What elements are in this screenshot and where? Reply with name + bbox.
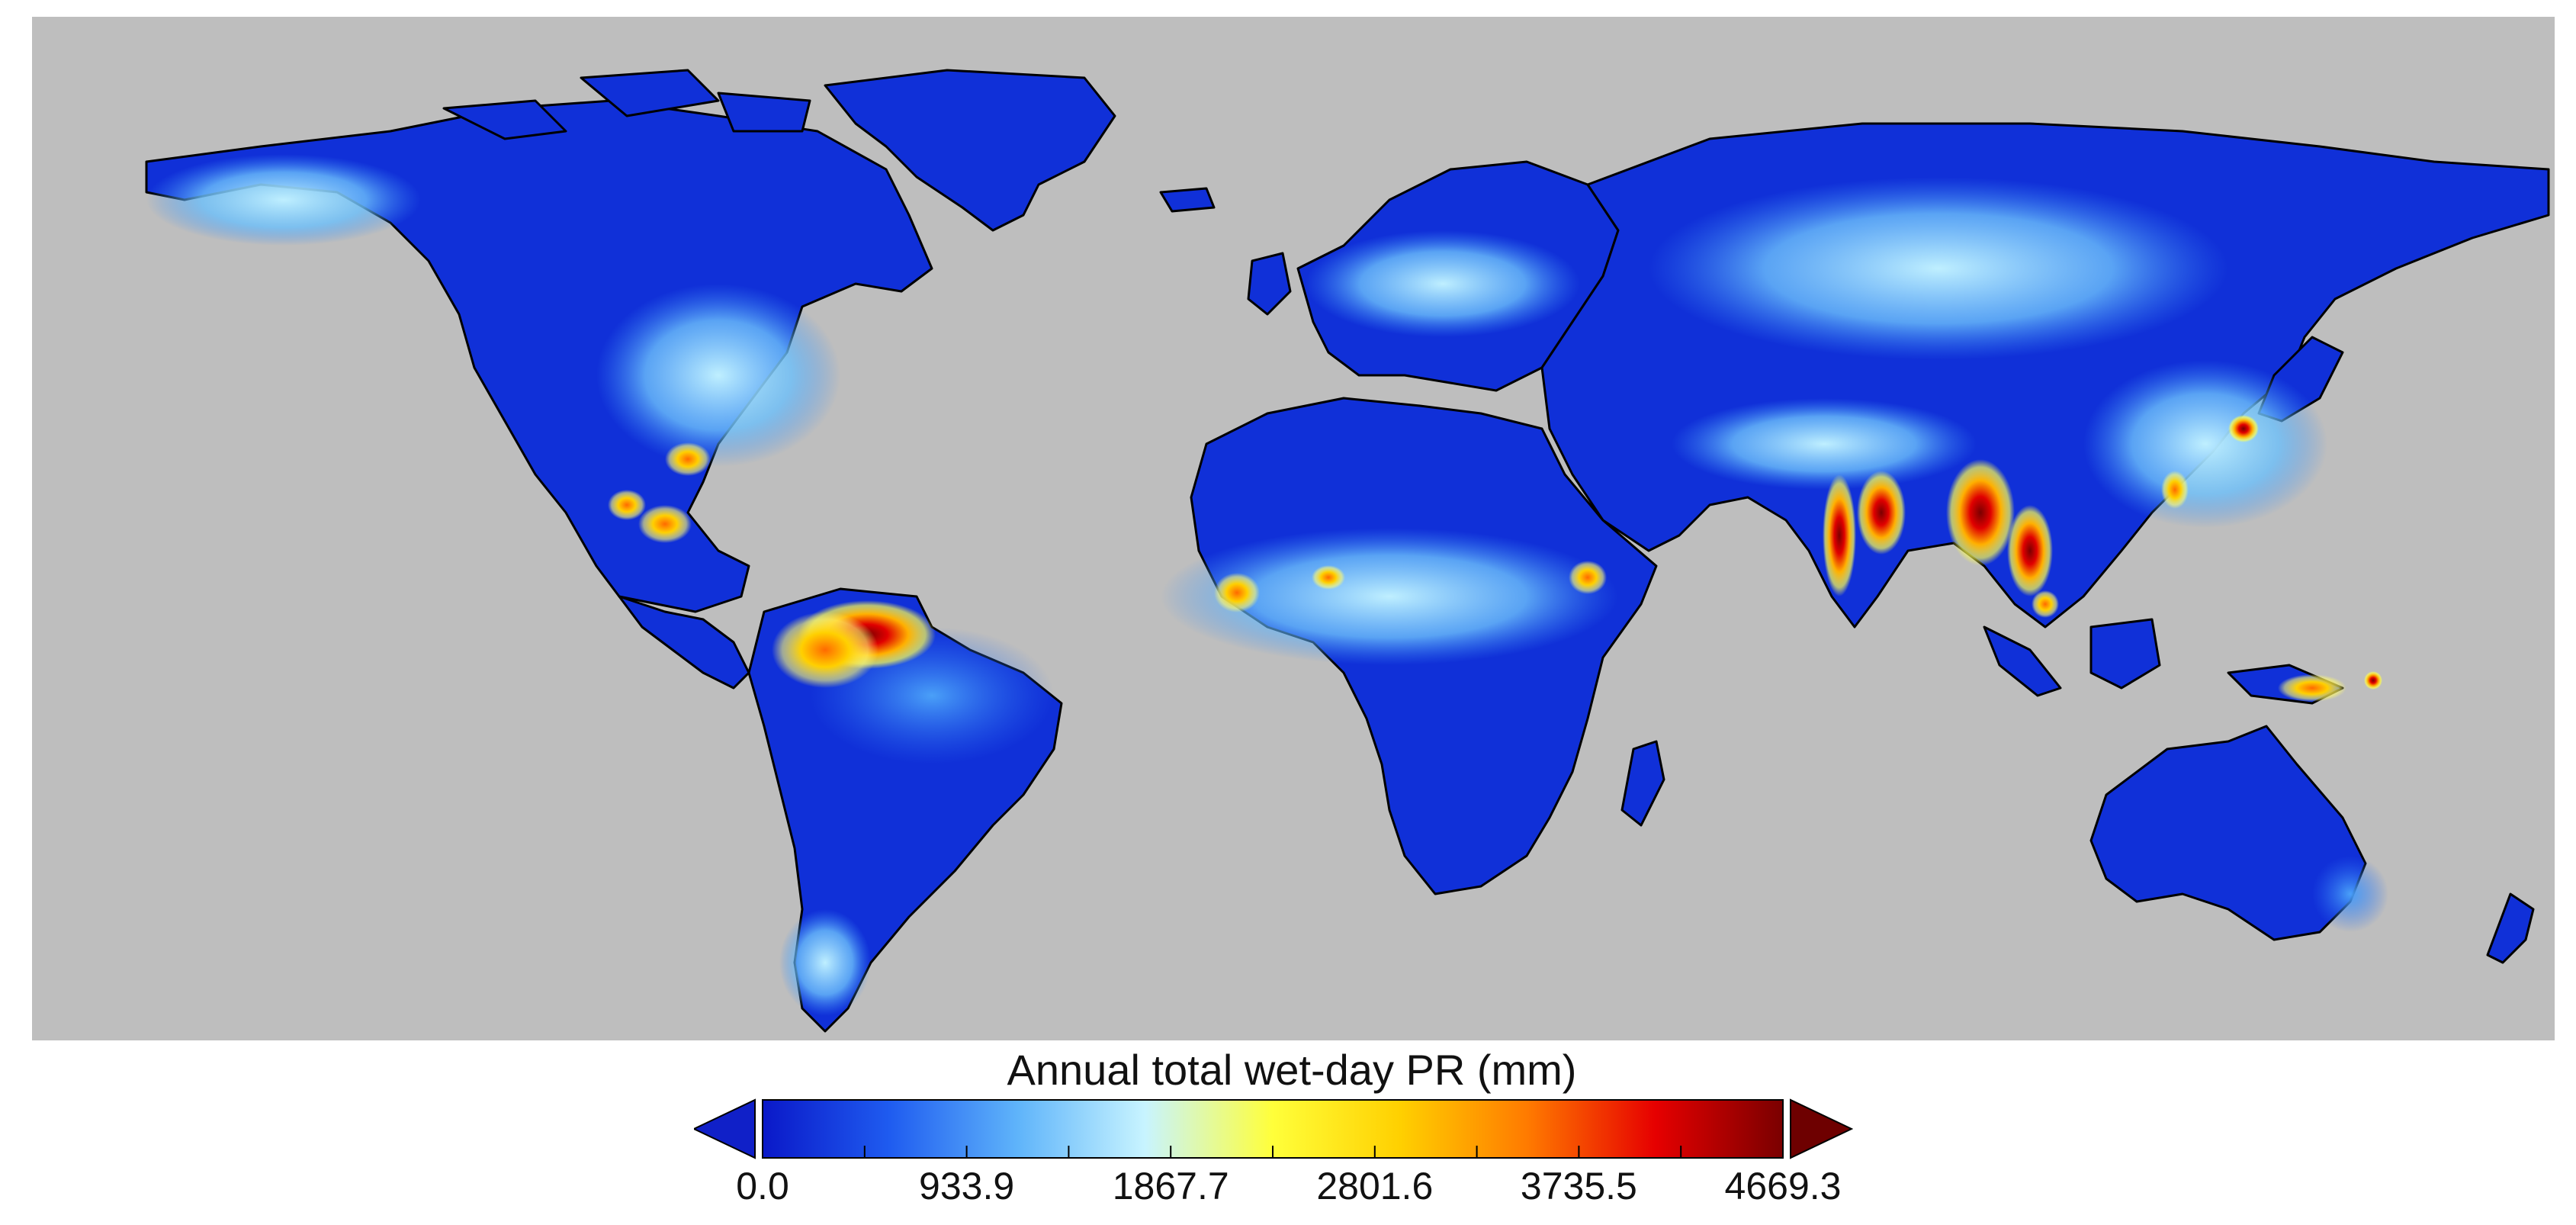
sumatra [1983,625,2062,697]
colorbar-high-arrow [1790,1098,1854,1159]
colorbar-low-arrow [692,1098,756,1159]
central-america [618,595,750,690]
colorbar-tick-label: 933.9 [919,1165,1015,1207]
legend-title: Annual total wet-day PR (mm) [1007,1046,1577,1094]
new-zealand [2486,892,2535,964]
colorbar [692,1098,1854,1163]
world-precipitation-map [145,69,2550,1033]
colorbar-graphic [692,1098,1854,1159]
map-panel [32,17,2555,1040]
colorbar-tick-label: 4669.3 [1724,1165,1842,1207]
colorbar-tick-label: 3735.5 [1520,1165,1637,1207]
colorbar-tick-label: 2801.6 [1316,1165,1434,1207]
north-america [145,99,933,613]
colorbar-tick-label: 0.0 [736,1165,789,1207]
greenland [824,69,1116,232]
colorbar-tick-label: 1867.7 [1112,1165,1229,1207]
borneo [2089,618,2161,690]
madagascar [1620,740,1665,827]
